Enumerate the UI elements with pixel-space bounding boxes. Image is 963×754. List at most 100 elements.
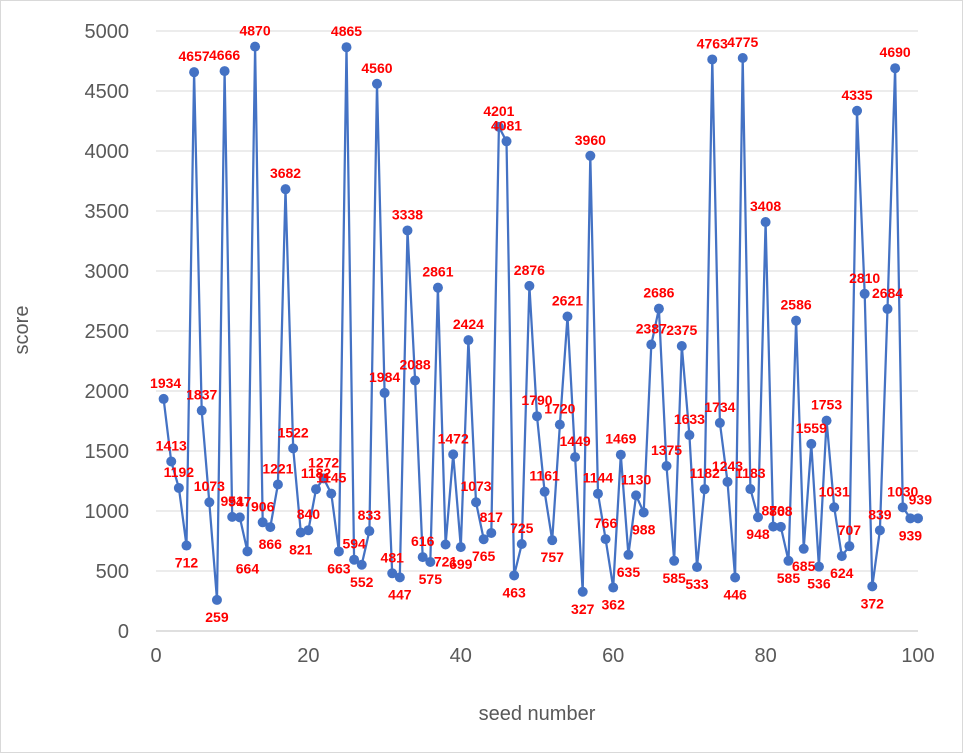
data-label: 1031 xyxy=(819,483,850,499)
data-point xyxy=(813,561,824,572)
data-point xyxy=(631,490,642,501)
data-point xyxy=(250,41,261,52)
data-label: 663 xyxy=(327,560,351,576)
data-point xyxy=(554,419,565,430)
data-label: 766 xyxy=(594,515,618,531)
data-label: 725 xyxy=(510,520,534,536)
data-label: 1192 xyxy=(164,464,195,480)
y-tick-label: 3500 xyxy=(85,201,130,223)
data-label: 4775 xyxy=(727,34,758,50)
data-point xyxy=(288,443,299,454)
data-label: 259 xyxy=(205,609,229,625)
data-label: 635 xyxy=(617,564,641,580)
data-point xyxy=(562,311,573,322)
data-label: 707 xyxy=(838,522,862,538)
data-label: 575 xyxy=(419,571,443,587)
data-point xyxy=(905,513,916,524)
data-point xyxy=(524,280,535,291)
y-tick-label: 1000 xyxy=(85,501,130,523)
data-point xyxy=(417,552,428,563)
data-label: 1753 xyxy=(811,397,842,413)
data-point xyxy=(699,484,710,495)
data-label: 1145 xyxy=(316,470,347,486)
data-label: 1144 xyxy=(583,470,614,486)
data-label: 585 xyxy=(777,570,801,586)
data-label: 685 xyxy=(792,558,816,574)
data-point xyxy=(882,303,893,314)
data-point xyxy=(623,549,634,560)
data-label: 533 xyxy=(685,576,709,592)
data-label: 616 xyxy=(411,533,435,549)
data-point xyxy=(493,121,504,132)
data-label: 1272 xyxy=(308,454,339,470)
data-label: 4335 xyxy=(841,87,872,103)
data-label: 585 xyxy=(662,570,686,586)
data-point xyxy=(196,405,207,416)
data-label: 1984 xyxy=(369,369,400,385)
data-label: 463 xyxy=(502,584,526,600)
x-tick-label: 40 xyxy=(450,645,472,667)
data-label: 1522 xyxy=(278,424,309,440)
data-label: 1790 xyxy=(521,392,552,408)
data-label: 552 xyxy=(350,574,374,590)
data-label: 839 xyxy=(868,506,892,522)
data-label: 833 xyxy=(358,507,382,523)
data-point xyxy=(585,150,596,161)
data-point xyxy=(471,497,482,508)
data-label: 4666 xyxy=(209,47,240,63)
y-tick-label: 4500 xyxy=(85,81,130,103)
data-label: 1934 xyxy=(150,375,181,391)
data-label: 1182 xyxy=(301,465,332,481)
data-point xyxy=(874,525,885,536)
data-point xyxy=(425,557,436,567)
data-label: 4657 xyxy=(179,48,210,64)
data-label: 2810 xyxy=(849,270,880,286)
data-point xyxy=(859,288,870,299)
data-label: 840 xyxy=(297,506,321,522)
data-point xyxy=(341,42,352,53)
data-point xyxy=(592,488,603,499)
data-point xyxy=(638,507,649,518)
data-label: 821 xyxy=(289,541,313,557)
data-point xyxy=(272,479,283,490)
data-point xyxy=(356,559,367,570)
data-point xyxy=(836,551,847,562)
data-point xyxy=(166,456,177,467)
data-point xyxy=(303,525,314,536)
x-tick-label: 60 xyxy=(602,645,624,667)
data-point xyxy=(387,568,398,579)
data-label: 765 xyxy=(472,548,496,564)
data-point xyxy=(714,417,725,428)
y-tick-label: 2500 xyxy=(85,321,130,343)
data-label: 2586 xyxy=(781,297,812,313)
data-label: 1472 xyxy=(438,430,469,446)
data-point xyxy=(295,527,306,538)
data-point xyxy=(722,476,733,487)
data-point xyxy=(577,586,588,597)
data-point xyxy=(646,339,657,350)
data-label: 870 xyxy=(762,503,786,519)
data-label: 2686 xyxy=(643,285,674,301)
data-point xyxy=(737,53,748,63)
data-label: 817 xyxy=(480,509,504,525)
y-tick-labels: 0 500 1000 1500 2000 2500 3000 3500 4000 4500 5000 xyxy=(85,21,130,643)
y-tick-label: 0 xyxy=(118,621,129,643)
data-label: 3338 xyxy=(392,206,423,222)
data-point xyxy=(501,136,512,147)
data-point xyxy=(265,522,276,533)
data-point xyxy=(791,315,802,326)
data-label: 951 xyxy=(221,493,245,509)
data-point xyxy=(333,546,344,557)
data-label: 721 xyxy=(434,553,458,569)
data-label: 4690 xyxy=(880,44,911,60)
y-tick-label: 4000 xyxy=(85,141,130,163)
data-point xyxy=(242,546,253,557)
data-point xyxy=(760,217,771,228)
data-point xyxy=(547,535,558,546)
data-point xyxy=(227,511,238,522)
data-label: 1130 xyxy=(621,471,652,487)
data-point xyxy=(852,105,863,116)
data-label: 948 xyxy=(746,526,770,542)
